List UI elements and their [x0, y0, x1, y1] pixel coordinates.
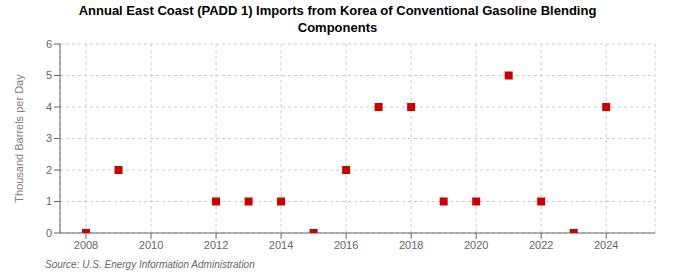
svg-text:2014: 2014 — [269, 239, 293, 251]
svg-text:2008: 2008 — [74, 239, 98, 251]
svg-text:2022: 2022 — [529, 239, 553, 251]
svg-text:2012: 2012 — [204, 239, 228, 251]
svg-text:Thousand Barrels per Day: Thousand Barrels per Day — [13, 74, 25, 203]
svg-text:0: 0 — [46, 227, 52, 239]
svg-text:1: 1 — [46, 195, 52, 207]
svg-text:2: 2 — [46, 164, 52, 176]
svg-text:6: 6 — [46, 38, 52, 50]
svg-text:2018: 2018 — [399, 239, 423, 251]
svg-text:5: 5 — [46, 69, 52, 81]
html-text:Source: U.S. Energy Informatio: Source: U.S. Energy Information Administ… — [45, 259, 255, 270]
svg-text:2010: 2010 — [139, 239, 163, 251]
html-text:Annual East Coast (PADD 1) Imp: Annual East Coast (PADD 1) Imports from … — [78, 3, 597, 18]
svg-text:3: 3 — [46, 132, 52, 144]
html-text:Components: Components — [297, 20, 378, 35]
svg-text:2024: 2024 — [594, 239, 618, 251]
svg-text:4: 4 — [46, 101, 52, 113]
svg-text:2016: 2016 — [334, 239, 358, 251]
svg-text:2020: 2020 — [464, 239, 488, 251]
